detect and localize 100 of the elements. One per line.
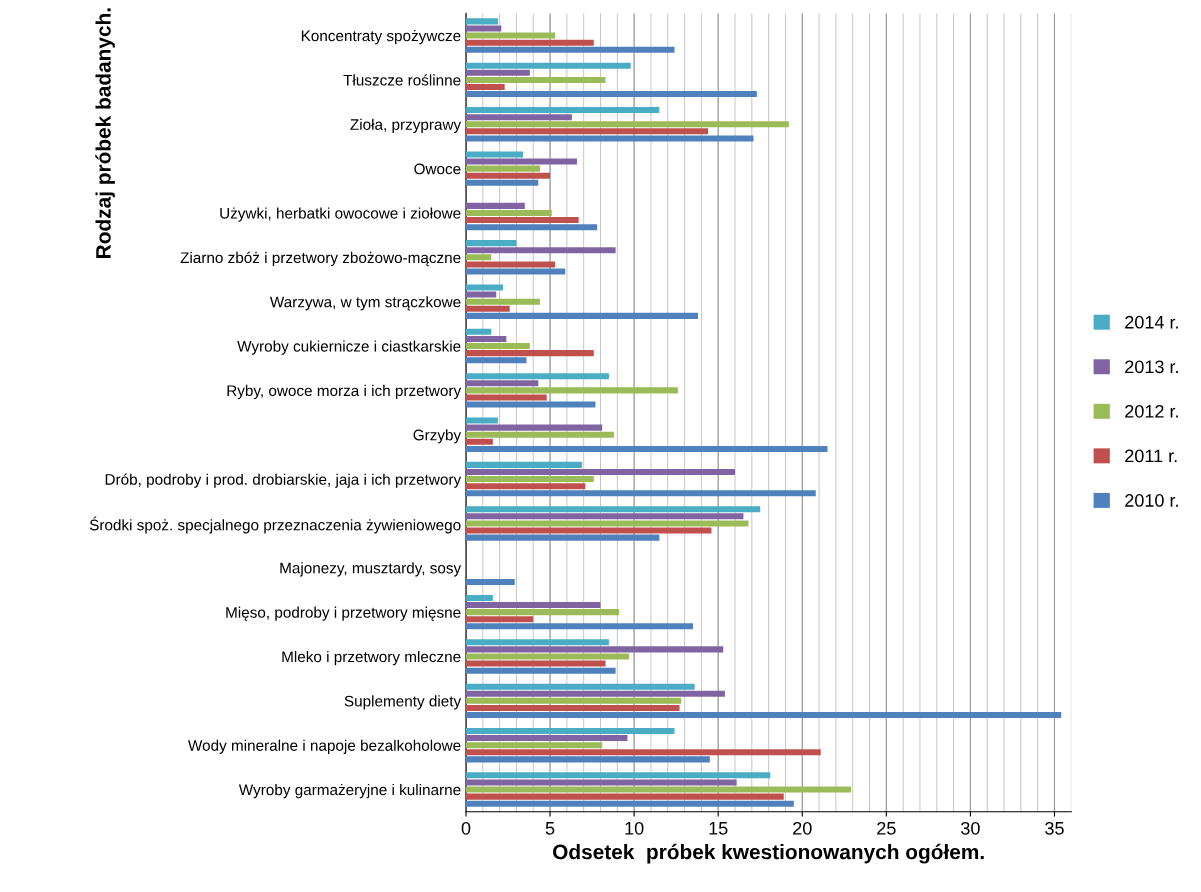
bar <box>465 438 493 445</box>
bar <box>465 373 609 380</box>
bar <box>465 291 497 298</box>
bar <box>465 179 539 186</box>
bar <box>465 534 660 541</box>
bar <box>465 328 492 335</box>
y-tick-label: Środki spoż. specjalnego przeznaczenia żywieniowego <box>89 516 461 534</box>
bar <box>465 83 505 91</box>
bar <box>465 623 693 630</box>
bar <box>465 727 675 735</box>
y-tick-label: Mleko i przetwory mleczne <box>282 650 461 666</box>
bar <box>465 683 695 690</box>
legend-label: 2010 r. <box>1125 494 1178 507</box>
x-tick-label: 5 <box>545 822 555 835</box>
bar <box>465 357 527 364</box>
bar <box>465 749 821 756</box>
bar <box>465 25 502 32</box>
bar <box>465 240 517 247</box>
y-tick-label: Zioła, przyprawy <box>350 118 462 133</box>
bar <box>465 476 594 483</box>
y-tick-label: Ziarno zbóż i przetwory zbożowo-mączne <box>180 251 461 267</box>
bar <box>465 135 754 142</box>
bar <box>465 639 609 646</box>
bar <box>465 380 539 387</box>
bar <box>465 578 515 585</box>
bar <box>465 424 603 431</box>
bar <box>465 667 616 674</box>
y-tick-label: Warzywa, w tym strączkowe <box>269 296 461 311</box>
bar <box>465 172 551 179</box>
bar <box>465 756 710 763</box>
bar <box>465 335 507 342</box>
bar <box>465 490 816 497</box>
bar <box>465 158 577 165</box>
bar <box>465 284 503 291</box>
bar <box>465 772 771 779</box>
x-tick-label: 10 <box>625 821 644 835</box>
y-tick-label: Suplementy diety <box>344 695 462 710</box>
bar <box>465 151 524 158</box>
y-tick-label: Używki, herbatki owocowe i ziołowe <box>220 207 461 222</box>
bar <box>465 121 789 128</box>
bar <box>465 417 498 424</box>
bar <box>465 483 586 490</box>
bar <box>465 107 660 114</box>
bar <box>465 165 540 172</box>
y-tick-label: Owoce <box>414 163 461 175</box>
bar <box>465 394 547 401</box>
bar <box>465 76 606 83</box>
bar <box>465 431 614 438</box>
legend-label: 2014 r. <box>1125 315 1178 329</box>
bar <box>465 312 699 319</box>
y-tick-label: Majonezy, musztardy, sosy <box>280 562 462 577</box>
bar <box>465 69 530 76</box>
bar <box>465 18 498 25</box>
x-tick-label: 25 <box>877 821 896 835</box>
y-tick-label: Koncentraty spożywcze <box>301 30 461 45</box>
bar <box>465 268 566 275</box>
y-tick-label: Drób, podroby i prod. drobiarskie, jaja i ich przetwory <box>105 473 462 488</box>
bar <box>465 786 852 793</box>
legend-label: 2011 r. <box>1125 449 1177 463</box>
y-tick-label: Mięso, podroby i przetwory mięsne <box>226 606 461 621</box>
bar <box>465 343 530 350</box>
x-tick-label: 30 <box>961 821 980 835</box>
bar <box>465 261 556 268</box>
bar <box>465 616 534 623</box>
bar <box>465 387 678 394</box>
bar <box>465 646 724 653</box>
bar <box>465 114 572 121</box>
bar <box>465 209 552 216</box>
bar <box>465 735 628 742</box>
bar <box>465 712 1062 719</box>
bar <box>465 350 594 357</box>
x-axis-title: Odsetek próbek kwestionowanych ogółem. <box>553 843 984 864</box>
bar <box>465 247 616 254</box>
y-tick-label: Grzyby <box>413 429 462 444</box>
x-tick-label: 0 <box>461 821 471 835</box>
x-tick-label: 35 <box>1045 821 1064 835</box>
bar <box>465 461 582 468</box>
bar <box>465 653 630 660</box>
legend-label: 2012 r. <box>1125 404 1178 418</box>
bar <box>465 690 725 697</box>
bar <box>465 298 540 305</box>
bar <box>465 742 603 749</box>
bar <box>465 254 492 261</box>
bar <box>465 660 606 667</box>
y-tick-label: Ryby, owoce morza i ich przetwory <box>227 384 462 400</box>
bar <box>465 527 712 534</box>
bar <box>465 602 601 609</box>
y-tick-label: Tłuszcze roślinne <box>343 74 461 86</box>
bar <box>465 128 709 135</box>
bar <box>465 202 525 209</box>
bar <box>465 704 680 711</box>
bar <box>465 305 510 312</box>
bar <box>465 468 736 475</box>
bar <box>465 39 594 46</box>
bar <box>465 401 596 408</box>
bar <box>465 609 619 616</box>
y-tick-label: Wyroby cukiernicze i ciastkarskie <box>237 340 461 355</box>
bar <box>465 445 828 452</box>
bar <box>465 32 556 39</box>
y-tick-label: Wyroby garmażeryjne i kulinarne <box>238 784 461 799</box>
